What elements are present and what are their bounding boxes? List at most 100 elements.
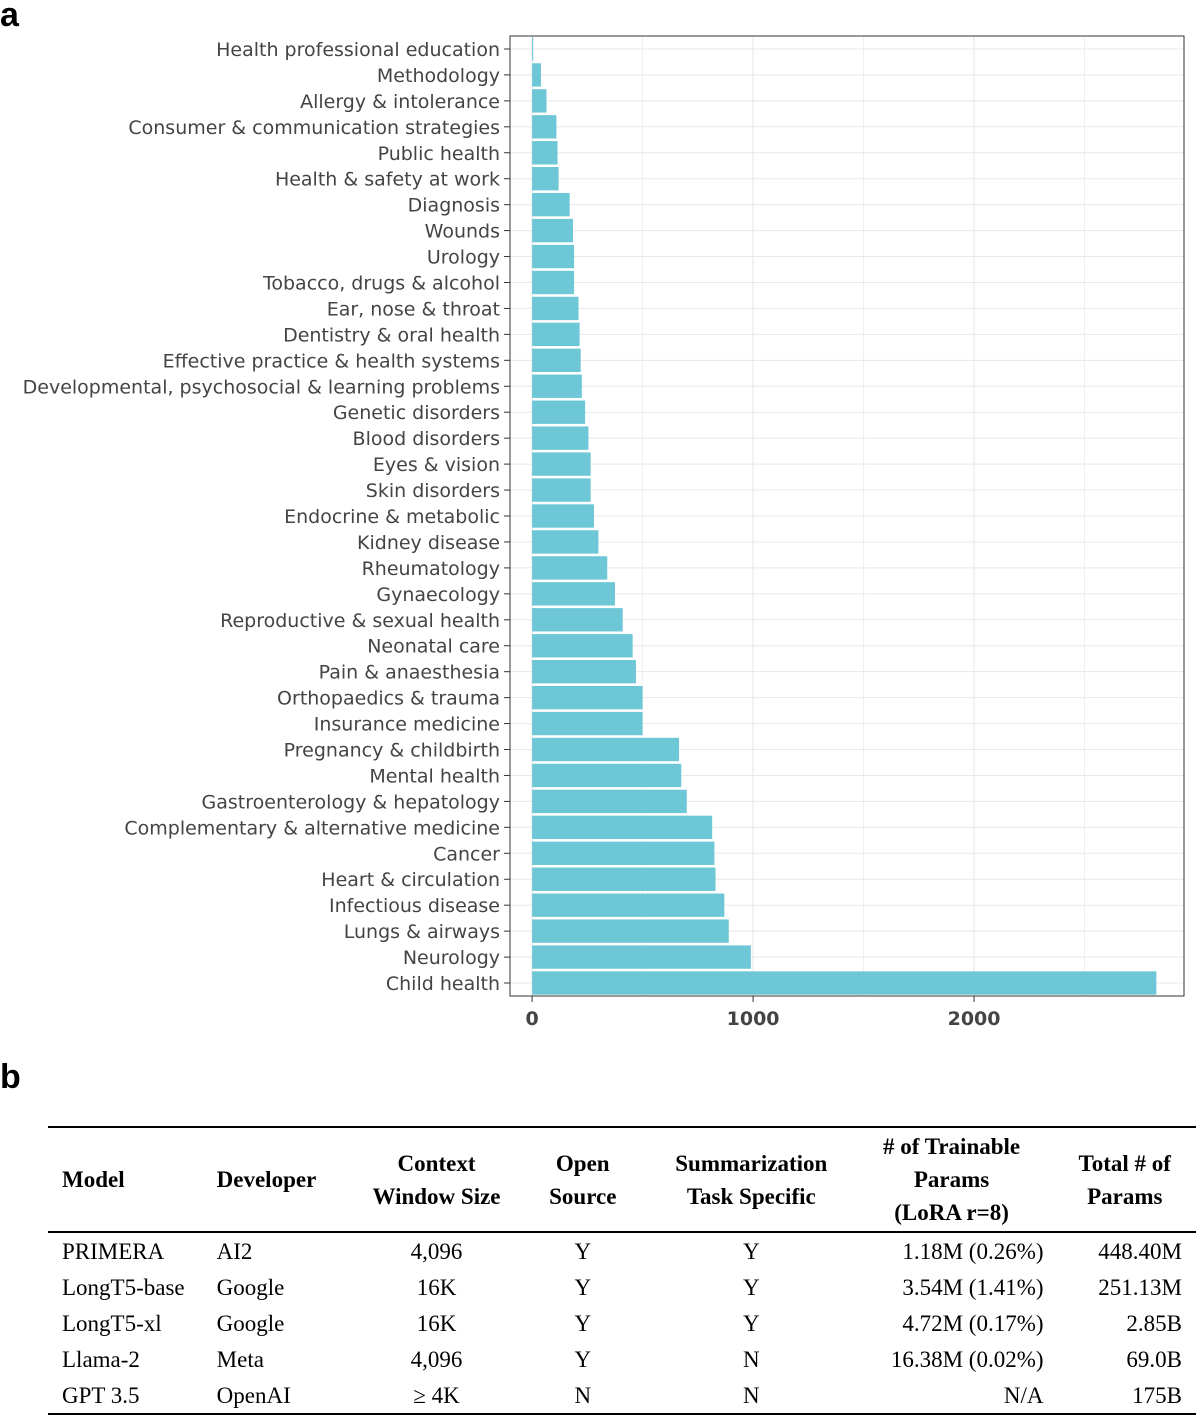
column-header-line: Open bbox=[555, 1150, 610, 1176]
table-cell: Meta bbox=[216, 1346, 264, 1372]
bar bbox=[532, 685, 643, 710]
table-cell: LongT5-base bbox=[62, 1274, 185, 1300]
column-header: Model bbox=[48, 1127, 211, 1232]
column-header: Developer bbox=[211, 1127, 357, 1232]
category-label: Methodology bbox=[377, 65, 500, 87]
bar bbox=[532, 141, 558, 165]
table-cell: Llama-2 bbox=[62, 1346, 140, 1372]
bar bbox=[532, 763, 682, 788]
bar bbox=[532, 167, 559, 191]
category-label: Health professional education bbox=[216, 39, 500, 61]
category-label: Genetic disorders bbox=[333, 402, 500, 424]
table-cell: 4,096 bbox=[410, 1238, 463, 1264]
bar bbox=[532, 893, 725, 917]
table-cell: 69.0B bbox=[1126, 1346, 1182, 1372]
table-cell: Google bbox=[216, 1274, 285, 1300]
table-cell: Y bbox=[574, 1310, 592, 1336]
table-row: GPT 3.5 OpenAI ≥ 4K N N N/A 175B bbox=[48, 1377, 1196, 1414]
x-tick-label: 1000 bbox=[727, 1008, 780, 1030]
table-cell: 16.38M (0.02%) bbox=[890, 1346, 1044, 1372]
bar bbox=[532, 270, 575, 295]
table-row: LongT5-xl Google 16K Y Y 4.72M (0.17%) 2.85B bbox=[48, 1305, 1196, 1341]
column-header-line: (LoRA r=8) bbox=[894, 1200, 1009, 1225]
panel-label-a: a bbox=[0, 0, 19, 34]
category-label: Ear, nose & throat bbox=[327, 298, 500, 320]
category-label: Wounds bbox=[425, 221, 500, 243]
table-cell: Y bbox=[574, 1346, 592, 1372]
category-label: Infectious disease bbox=[329, 895, 500, 917]
column-header-line: Params bbox=[1087, 1183, 1163, 1209]
column-header: Open Source bbox=[517, 1127, 649, 1232]
table-cell: 16K bbox=[416, 1310, 457, 1336]
x-tick-label: 0 bbox=[525, 1008, 538, 1030]
category-label: Kidney disease bbox=[357, 532, 500, 554]
category-label: Complementary & alternative medicine bbox=[124, 817, 500, 839]
category-label: Heart & circulation bbox=[321, 869, 500, 891]
column-header: # of Trainable Params (LoRA r=8) bbox=[854, 1127, 1062, 1232]
column-header: Summarization Task Specific bbox=[649, 1127, 854, 1232]
column-header-line: Model bbox=[62, 1167, 125, 1192]
bar bbox=[532, 322, 580, 347]
category-label: Effective practice & health systems bbox=[163, 350, 500, 372]
category-label: Allergy & intolerance bbox=[300, 91, 500, 113]
table-cell: AI2 bbox=[216, 1238, 253, 1264]
bar bbox=[532, 919, 729, 943]
bar bbox=[532, 789, 687, 814]
model-table: Model Developer Context Window Size Open Sour… bbox=[48, 1126, 1196, 1415]
table-cell: PRIMERA bbox=[62, 1238, 165, 1264]
category-label: Neurology bbox=[403, 947, 500, 969]
category-label: Cancer bbox=[433, 843, 500, 865]
column-header-line: Total # of bbox=[1078, 1150, 1171, 1176]
bar bbox=[532, 426, 589, 450]
bar bbox=[532, 218, 573, 243]
table-cell: 448.40M bbox=[1098, 1238, 1182, 1264]
category-label: Mental health bbox=[369, 765, 500, 787]
category-label: Endocrine & metabolic bbox=[284, 506, 500, 528]
table-cell: Y bbox=[742, 1274, 760, 1300]
category-label: Insurance medicine bbox=[314, 714, 500, 736]
table-cell: Y bbox=[742, 1310, 760, 1336]
bar bbox=[532, 815, 713, 840]
column-header-line: # of Trainable bbox=[882, 1134, 1021, 1159]
bar bbox=[532, 115, 557, 139]
bar bbox=[532, 530, 599, 554]
table-row: PRIMERA AI2 4,096 Y Y 1.18M (0.26%) 448.40M bbox=[48, 1232, 1196, 1269]
category-label: Rheumatology bbox=[362, 558, 500, 580]
bar bbox=[532, 348, 581, 372]
table-cell: N bbox=[742, 1382, 760, 1408]
column-header-line: Source bbox=[549, 1183, 617, 1209]
bar bbox=[532, 711, 643, 736]
bar bbox=[532, 945, 751, 969]
x-axis-ticks: 0 1000 2000 bbox=[525, 996, 1001, 1030]
table-cell: 2.85B bbox=[1126, 1310, 1182, 1336]
category-labels: Health professional education Methodology… bbox=[23, 39, 510, 995]
column-header: Total # of Params bbox=[1062, 1127, 1196, 1232]
table-cell: Google bbox=[216, 1310, 285, 1336]
category-label: Neonatal care bbox=[367, 636, 500, 658]
bar bbox=[532, 737, 680, 762]
table-cell: Y bbox=[742, 1238, 760, 1264]
bar bbox=[532, 582, 615, 606]
bar bbox=[532, 867, 716, 891]
column-header-line: Summarization bbox=[675, 1150, 828, 1176]
column-header: Context Window Size bbox=[356, 1127, 516, 1232]
bar bbox=[532, 89, 547, 113]
category-label: Dentistry & oral health bbox=[283, 324, 500, 346]
bar bbox=[532, 556, 608, 580]
table-cell: 4,096 bbox=[410, 1346, 463, 1372]
category-label: Developmental, psychosocial & learning p… bbox=[23, 376, 500, 398]
table-cell: 251.13M bbox=[1098, 1274, 1182, 1300]
table-cell: 3.54M (1.41%) bbox=[902, 1274, 1044, 1300]
category-label: Lungs & airways bbox=[344, 921, 500, 943]
table-cell: OpenAI bbox=[216, 1382, 291, 1408]
category-label: Orthopaedics & trauma bbox=[277, 688, 500, 710]
bar bbox=[532, 608, 623, 632]
table-cell: 16K bbox=[416, 1274, 457, 1300]
category-label: Pregnancy & childbirth bbox=[284, 740, 500, 762]
table-cell: Y bbox=[574, 1238, 592, 1264]
column-header-line: Context bbox=[397, 1150, 476, 1176]
column-header-line: Params bbox=[913, 1167, 990, 1192]
bar bbox=[532, 244, 575, 269]
table-cell: 1.18M (0.26%) bbox=[902, 1238, 1044, 1264]
bar bbox=[532, 634, 633, 658]
